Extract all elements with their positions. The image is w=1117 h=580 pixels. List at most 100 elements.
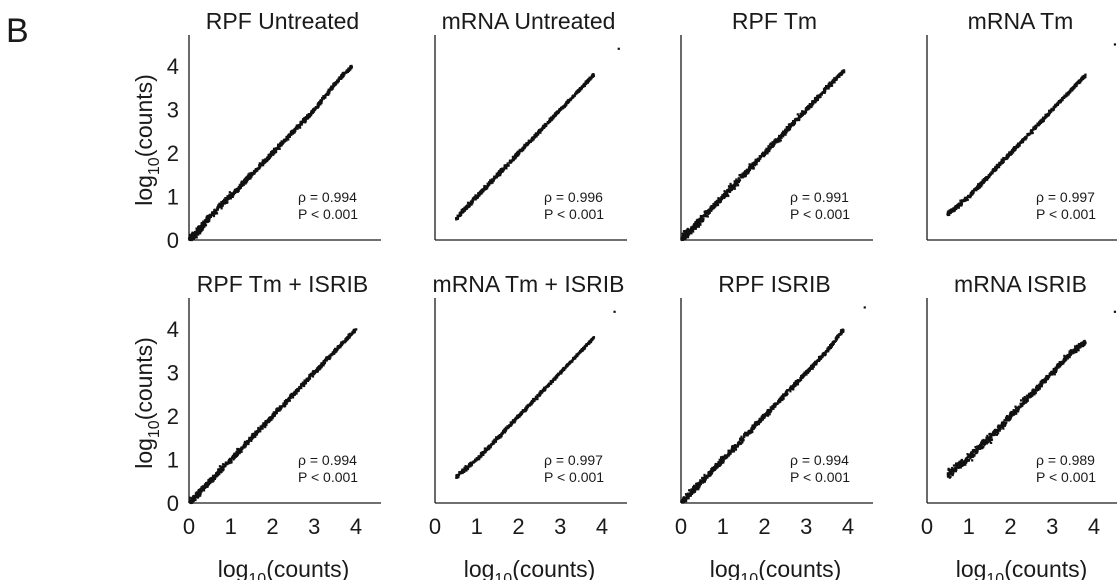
data-point	[788, 127, 791, 130]
data-point	[471, 197, 475, 200]
data-point	[478, 191, 482, 194]
data-point	[238, 184, 241, 187]
data-point	[224, 461, 227, 464]
data-point	[744, 173, 747, 176]
point-cloud	[455, 310, 616, 479]
data-point	[501, 431, 504, 435]
data-point	[308, 377, 312, 380]
data-point	[971, 190, 974, 193]
data-point	[553, 378, 556, 381]
data-point	[736, 184, 740, 187]
data-point	[327, 90, 331, 93]
data-point	[682, 230, 686, 233]
data-point	[240, 180, 244, 183]
data-point	[216, 208, 219, 211]
data-point	[1084, 73, 1087, 76]
data-point	[800, 114, 803, 117]
data-point	[731, 185, 734, 188]
data-point	[766, 150, 769, 153]
data-point	[191, 497, 194, 500]
y-tick-label: 3	[167, 361, 179, 386]
data-point	[1047, 113, 1051, 116]
data-point	[277, 143, 280, 146]
data-point	[956, 205, 959, 208]
data-point	[512, 157, 516, 161]
data-point	[237, 448, 240, 452]
data-point	[543, 388, 547, 391]
data-point	[512, 159, 515, 162]
data-point	[266, 159, 269, 163]
data-point	[503, 428, 506, 431]
data-point	[317, 103, 320, 106]
data-point	[294, 390, 298, 393]
data-point	[455, 474, 458, 477]
data-point	[220, 205, 223, 209]
data-point	[244, 177, 247, 180]
data-point	[192, 499, 195, 502]
data-point	[706, 215, 709, 218]
data-point	[520, 411, 523, 414]
data-point	[256, 431, 260, 434]
data-point	[785, 125, 788, 129]
data-point	[538, 394, 541, 397]
data-point	[985, 177, 988, 180]
data-point	[985, 178, 989, 181]
data-point	[781, 133, 785, 136]
data-point	[829, 84, 833, 87]
data-point	[695, 222, 698, 225]
data-point	[719, 199, 722, 202]
data-point	[310, 112, 313, 115]
data-point	[207, 479, 210, 482]
data-point	[231, 456, 234, 460]
data-point	[955, 206, 958, 209]
data-point	[534, 397, 537, 400]
data-point	[695, 220, 699, 223]
data-point	[962, 198, 966, 201]
data-point	[224, 197, 227, 200]
y-tick-label: 0	[167, 228, 179, 253]
data-point	[1049, 109, 1052, 113]
data-point	[320, 101, 323, 105]
data-point	[210, 211, 214, 215]
data-point	[284, 401, 287, 404]
data-point	[528, 140, 531, 143]
data-point	[700, 216, 703, 219]
data-point	[235, 189, 238, 192]
data-point	[964, 199, 968, 202]
data-point	[340, 342, 343, 346]
data-point	[355, 328, 358, 331]
data-point	[754, 160, 757, 163]
data-point	[336, 79, 339, 82]
data-point	[208, 477, 211, 480]
data-point	[200, 222, 204, 225]
data-point	[728, 190, 731, 193]
data-point	[738, 174, 741, 177]
data-point	[260, 426, 264, 429]
data-point	[196, 226, 200, 229]
data-point	[785, 131, 788, 134]
data-point	[258, 164, 261, 167]
data-point	[492, 441, 495, 444]
data-point	[232, 191, 236, 194]
data-point	[687, 234, 690, 237]
data-point	[771, 141, 774, 144]
data-point	[773, 140, 776, 144]
data-point	[972, 192, 975, 195]
data-point	[575, 91, 578, 95]
data-point	[1057, 99, 1061, 103]
data-point	[464, 468, 467, 471]
data-point	[542, 124, 545, 128]
data-point	[221, 202, 225, 205]
data-point	[1001, 159, 1004, 162]
data-point	[948, 213, 951, 216]
data-point	[543, 386, 546, 389]
data-point	[524, 143, 527, 147]
data-point	[331, 87, 334, 90]
data-point	[321, 96, 325, 100]
data-point	[289, 131, 292, 135]
data-point	[948, 209, 951, 212]
data-point	[494, 440, 498, 443]
data-point	[489, 444, 493, 447]
data-point	[302, 382, 306, 385]
data-point	[202, 224, 205, 227]
